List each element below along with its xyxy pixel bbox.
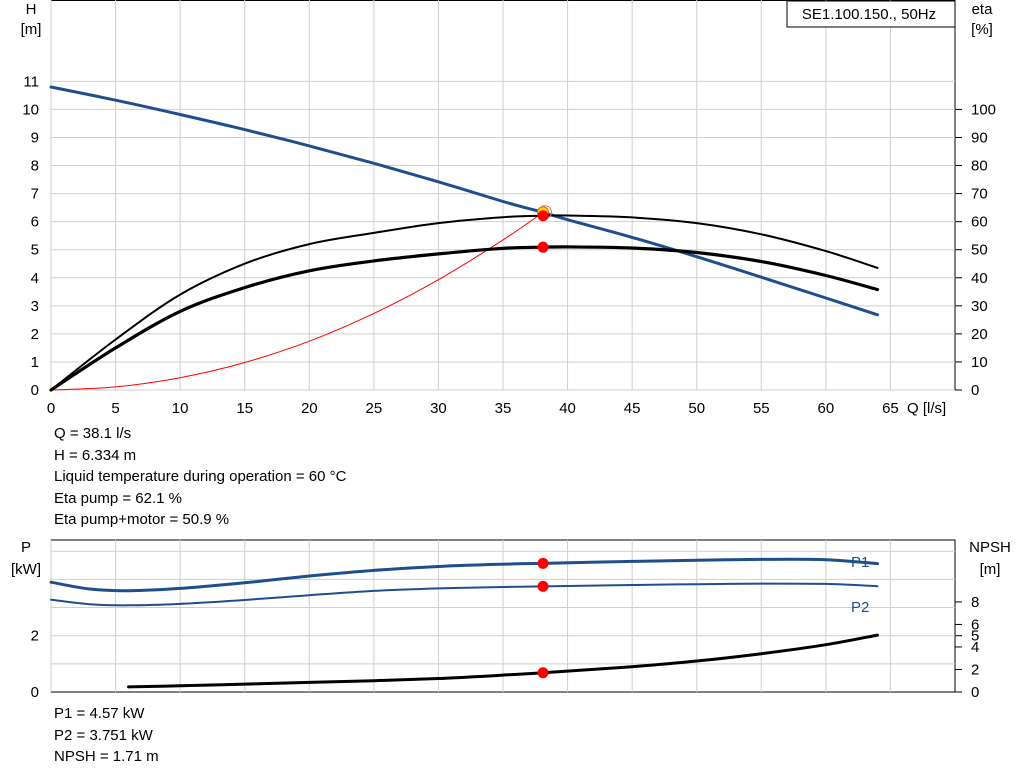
power-point-marker — [537, 667, 549, 679]
eta-tick-label: 40 — [971, 270, 988, 287]
x-tick-label: 0 — [47, 400, 55, 417]
eta-pump-readout: Eta pump = 62.1 % — [54, 489, 182, 507]
p-tick-label: 0 — [31, 684, 39, 701]
h-tick-label: 6 — [31, 214, 39, 231]
eta-tick-label: 100 — [971, 101, 996, 118]
p-tick-label: 2 — [31, 628, 39, 645]
head-readout: H = 6.334 m — [54, 446, 137, 464]
curves — [49, 85, 880, 689]
top-plot-grid — [50, 0, 955, 391]
eta-pump-curve — [50, 214, 879, 391]
eta-total-readout: Eta pump+motor = 50.9 % — [54, 511, 230, 528]
h-tick-label: 2 — [31, 326, 39, 343]
eta-tick-label: 70 — [971, 186, 988, 203]
x-tick-label: 35 — [495, 400, 512, 417]
pump-legend-box — [786, 0, 956, 28]
x-tick-label: 40 — [559, 400, 576, 417]
h-tick-label: 10 — [22, 101, 39, 118]
flow-readout: Q = 38.1 l/s — [54, 425, 132, 442]
system-curve-curve — [50, 211, 544, 391]
h-axis-title: H — [26, 1, 37, 18]
bottom-plot-grid — [50, 540, 955, 692]
eta-tick-label: 90 — [971, 129, 988, 146]
h-tick-label: 1 — [31, 354, 39, 371]
temperature-readout: Liquid temperature during operation = 60… — [54, 468, 347, 485]
p1-readout: P1 = 4.57 kW — [54, 705, 145, 722]
h-tick-label: 4 — [31, 270, 39, 287]
x-tick-label: 20 — [301, 400, 318, 417]
x-tick-label: 60 — [818, 400, 835, 417]
eta-pump-motor-curve — [49, 245, 880, 392]
x-tick-label: 50 — [688, 400, 705, 417]
npsh-readout: NPSH = 1.71 m — [54, 748, 159, 765]
h-axis-unit: [m] — [21, 21, 42, 38]
power-readout: P1 = 4.57 kW P2 = 3.751 kW NPSH = 1.71 m — [54, 703, 159, 768]
h-tick-label: 3 — [31, 298, 39, 315]
eta-axis-title: eta — [972, 1, 994, 18]
npsh-tick-label: 4 — [971, 639, 979, 656]
eta-tick-label: 50 — [971, 242, 988, 259]
eta-tick-label: 20 — [971, 326, 988, 343]
x-tick-label: 5 — [111, 400, 119, 417]
q-axis-title: Q [l/s] — [907, 400, 946, 417]
x-tick-label: 25 — [366, 400, 383, 417]
duty-point-readout: Q = 38.1 l/s H = 6.334 m Liquid temperat… — [54, 423, 346, 531]
npsh-tick-label: 8 — [971, 594, 979, 611]
operating-points — [537, 205, 553, 679]
h-tick-label: 5 — [31, 242, 39, 259]
x-tick-label: 30 — [430, 400, 447, 417]
p2-curve — [50, 582, 879, 607]
x-tick-label: 45 — [624, 400, 641, 417]
x-tick-label: 55 — [753, 400, 770, 417]
npsh-axis-title: NPSH — [969, 539, 1011, 556]
x-tick-label: 15 — [236, 400, 253, 417]
axis-ticks: 0 5 10 15 20 25 30 35 40 45 50 55 60 6501234567891011… — [22, 73, 996, 701]
p2-readout: P2 = 3.751 kW — [54, 726, 153, 744]
p-axis-title: P — [21, 539, 31, 556]
h-tick-label: 11 — [23, 73, 39, 90]
h-tick-label: 8 — [31, 158, 39, 175]
x-tick-label: 65 — [882, 400, 899, 417]
eta-tick-label: 10 — [971, 354, 988, 371]
npsh-axis-unit: [m] — [980, 561, 1001, 578]
npsh-tick-label: 2 — [971, 661, 979, 678]
power-point-marker — [537, 557, 549, 569]
h-tick-label: 0 — [31, 382, 39, 399]
h-curve — [49, 85, 879, 317]
npsh-tick-label: 6 — [971, 616, 979, 633]
npsh-tick-label: 5 — [971, 628, 979, 645]
eta-axis-unit: [%] — [971, 21, 993, 38]
npsh-curve — [127, 633, 879, 689]
efficiency-point-marker — [537, 210, 549, 222]
eta-tick-label: 60 — [971, 214, 988, 231]
eta-tick-label: 30 — [971, 298, 988, 315]
efficiency-point-marker — [537, 241, 549, 253]
npsh-tick-label: 0 — [971, 684, 979, 701]
eta-tick-label: 0 — [971, 382, 979, 399]
p1-series-label: P1 — [851, 554, 869, 571]
eta-tick-label: 80 — [971, 158, 988, 175]
h-tick-label: 9 — [31, 129, 39, 146]
p-axis-unit: [kW] — [11, 561, 41, 578]
power-point-marker — [537, 580, 549, 592]
pump-legend-text: SE1.100.150., 50Hz — [802, 6, 936, 23]
p1-curve — [49, 557, 879, 593]
h-tick-label: 7 — [31, 186, 39, 203]
x-tick-label: 10 — [172, 400, 189, 417]
p2-series-label: P2 — [851, 599, 869, 616]
